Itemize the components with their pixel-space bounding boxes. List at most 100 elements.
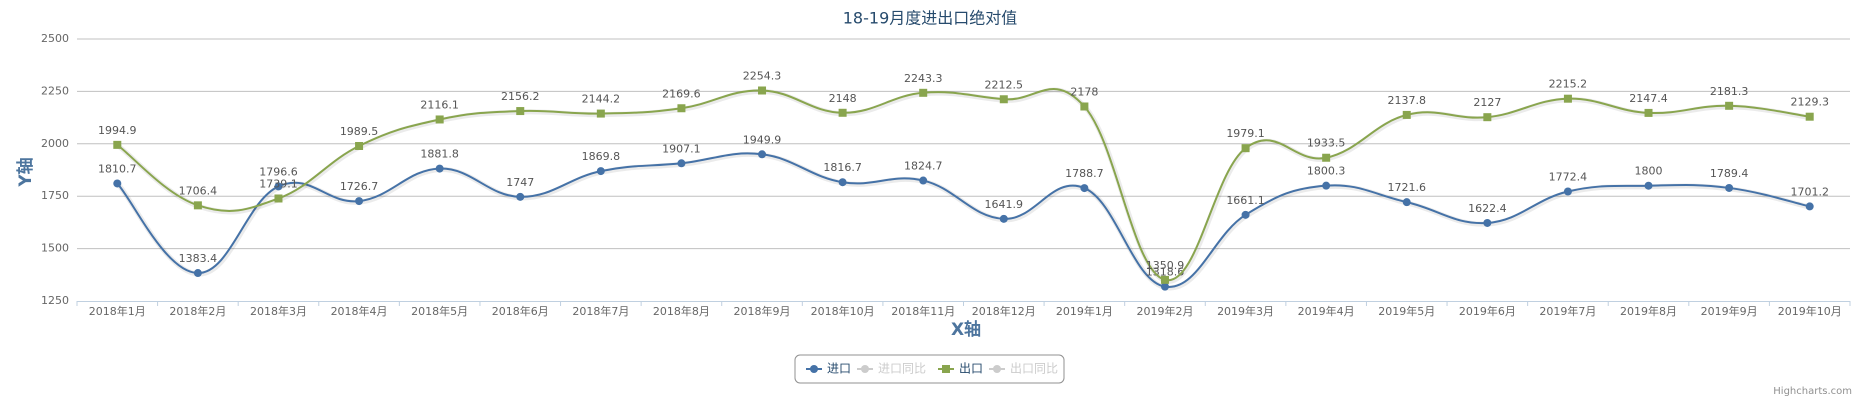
point — [919, 88, 928, 97]
data-label: 1933.5 — [1307, 137, 1346, 150]
point — [1402, 198, 1411, 207]
point — [1725, 101, 1734, 110]
point — [596, 167, 605, 176]
data-label: 1772.4 — [1549, 171, 1588, 184]
x-tick-label: 2018年4月 — [331, 304, 388, 318]
x-tick-label: 2019年4月 — [1298, 304, 1355, 318]
point — [758, 86, 767, 95]
data-label: 2129.3 — [1790, 96, 1829, 109]
data-label: 1816.7 — [823, 161, 862, 174]
x-tick-label: 2019年8月 — [1620, 304, 1677, 318]
point — [1402, 110, 1411, 119]
legend-label[interactable]: 进口 — [827, 362, 851, 376]
data-label: 1881.8 — [420, 148, 459, 161]
data-label: 1739.1 — [259, 177, 298, 190]
point — [1080, 102, 1089, 111]
point — [1322, 153, 1331, 162]
y-tick-label: 1750 — [41, 189, 69, 202]
x-tick-label: 2018年12月 — [972, 304, 1036, 318]
data-label: 2147.4 — [1629, 92, 1668, 105]
legend-label[interactable]: 出口 — [959, 362, 983, 376]
y-tick-label: 1250 — [41, 294, 69, 307]
data-label: 1721.6 — [1388, 181, 1427, 194]
x-tick-label: 2019年1月 — [1056, 304, 1113, 318]
data-label: 2144.2 — [582, 93, 621, 106]
chart-title: 18-19月度进出口绝对值 — [843, 9, 1018, 28]
x-tick-label: 2019年9月 — [1701, 304, 1758, 318]
data-label: 1383.4 — [179, 252, 218, 265]
point — [516, 107, 525, 116]
point — [193, 201, 202, 210]
point — [355, 197, 364, 206]
data-label: 1706.4 — [179, 184, 218, 197]
x-tick-label: 2018年9月 — [734, 304, 791, 318]
point — [113, 179, 122, 188]
data-label: 1869.8 — [582, 150, 621, 163]
point — [999, 95, 1008, 104]
data-label: 1994.9 — [98, 124, 137, 137]
data-label: 1789.4 — [1710, 167, 1749, 180]
point — [1483, 113, 1492, 122]
legend-marker — [810, 365, 818, 373]
data-label: 1641.9 — [985, 198, 1024, 211]
x-tick-label: 2019年5月 — [1378, 304, 1435, 318]
y-tick-label: 2000 — [41, 137, 69, 150]
data-label: 2215.2 — [1549, 78, 1588, 91]
point — [838, 178, 847, 187]
legend-label[interactable]: 出口同比 — [1010, 362, 1058, 376]
x-tick-label: 2018年11月 — [891, 304, 955, 318]
data-label: 1824.7 — [904, 160, 943, 173]
legend-marker — [993, 365, 1001, 373]
point — [435, 115, 444, 124]
x-tick-label: 2019年10月 — [1778, 304, 1842, 318]
point — [113, 140, 122, 149]
x-tick-label: 2018年2月 — [169, 304, 226, 318]
x-tick-label: 2018年6月 — [492, 304, 549, 318]
data-label: 2148 — [829, 92, 857, 105]
data-label: 1800 — [1635, 165, 1663, 178]
point — [758, 150, 767, 159]
credit: Highcharts.com — [1773, 386, 1852, 397]
x-axis-title: X轴 — [951, 319, 981, 340]
point — [838, 108, 847, 117]
point — [274, 194, 283, 203]
y-tick-label: 1500 — [41, 242, 69, 255]
x-tick-label: 2018年7月 — [572, 304, 629, 318]
data-label: 2243.3 — [904, 72, 943, 85]
data-label: 2169.6 — [662, 87, 701, 100]
legend-marker — [861, 365, 869, 373]
y-tick-label: 2500 — [41, 32, 69, 45]
point — [193, 269, 202, 278]
data-label: 1726.7 — [340, 180, 379, 193]
point — [1080, 184, 1089, 193]
point — [919, 176, 928, 185]
point — [1563, 187, 1572, 196]
point — [1644, 108, 1653, 117]
point — [1805, 202, 1814, 211]
x-tick-label: 2018年3月 — [250, 304, 307, 318]
data-label: 2116.1 — [420, 98, 459, 111]
data-label: 1907.1 — [662, 142, 701, 155]
data-label: 1949.9 — [743, 133, 782, 146]
y-axis-title: Y轴 — [15, 157, 36, 187]
point — [435, 164, 444, 173]
data-label: 1989.5 — [340, 125, 379, 138]
point — [1563, 94, 1572, 103]
data-label: 1747 — [506, 176, 534, 189]
data-label: 1800.3 — [1307, 165, 1346, 178]
series-line — [116, 152, 1810, 288]
data-label: 1701.2 — [1790, 185, 1829, 198]
x-tick-label: 2019年7月 — [1539, 304, 1596, 318]
x-tick-label: 2018年8月 — [653, 304, 710, 318]
point — [274, 182, 283, 191]
legend-label[interactable]: 进口同比 — [878, 362, 926, 376]
x-tick-label: 2019年3月 — [1217, 304, 1274, 318]
data-label: 2137.8 — [1388, 94, 1427, 107]
point — [677, 104, 686, 113]
point — [1160, 275, 1169, 284]
point — [1483, 218, 1492, 227]
x-tick-label: 2019年6月 — [1459, 304, 1516, 318]
data-label: 2178 — [1070, 85, 1098, 98]
data-label: 2181.3 — [1710, 85, 1749, 98]
